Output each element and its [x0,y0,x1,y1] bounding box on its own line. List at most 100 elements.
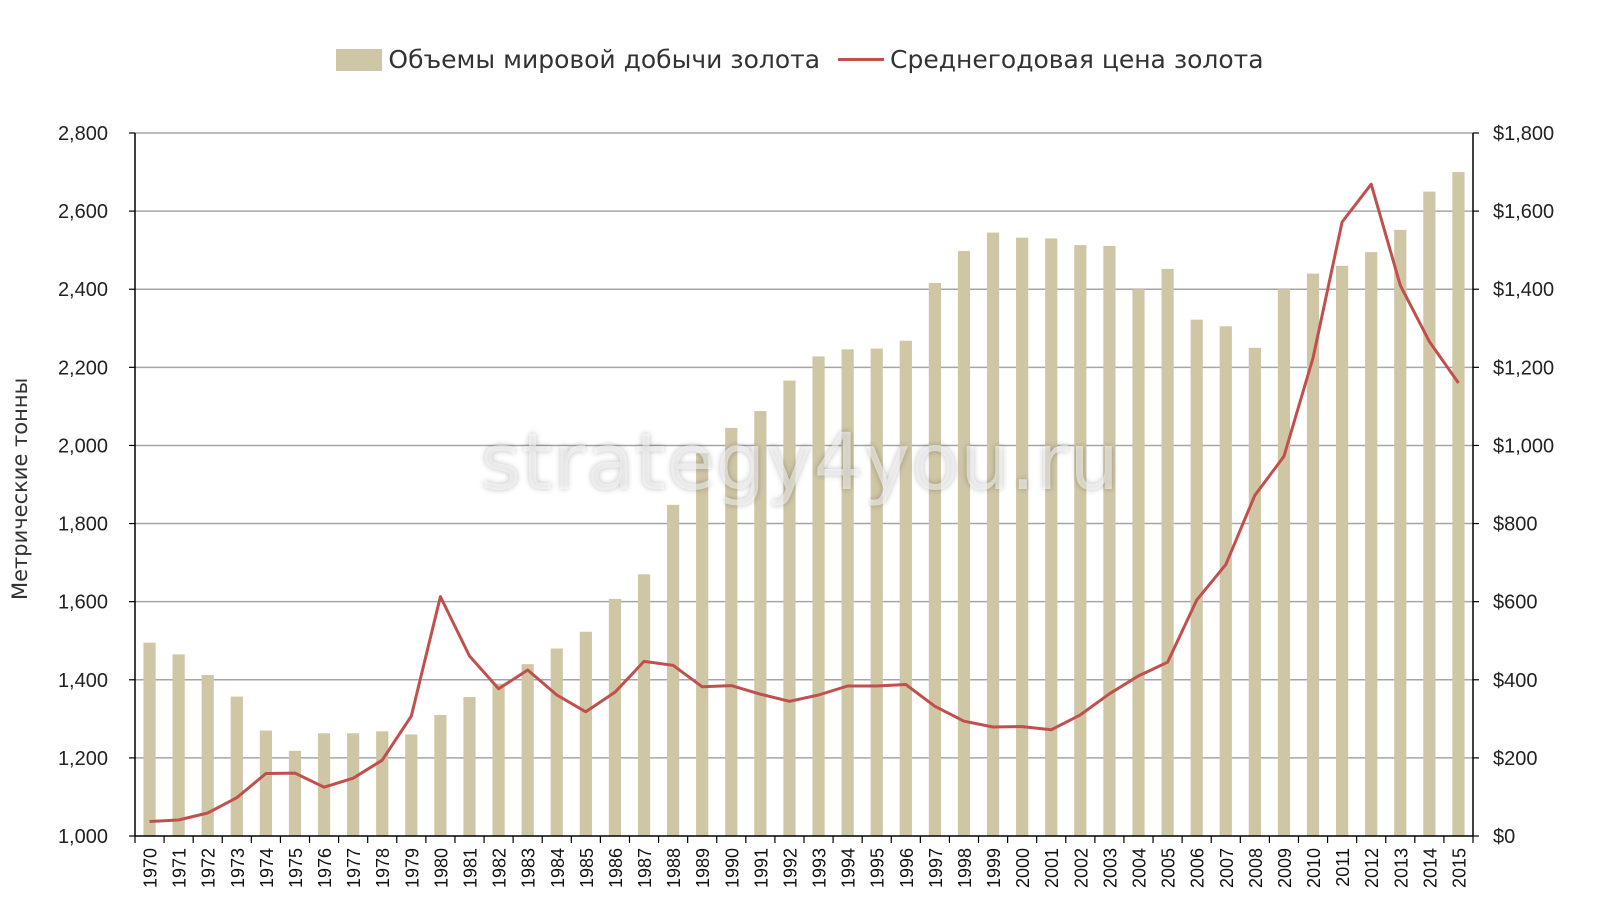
x-tick-label: 2014 [1420,848,1440,888]
x-tick-label: 1987 [635,848,655,888]
x-tick-label: 1974 [257,848,277,888]
x-tick-label: 2009 [1275,848,1295,888]
y-tick-label: 2,600 [58,201,108,223]
x-tick-label: 2002 [1071,848,1091,888]
bar [1074,245,1087,836]
y2-tick-label: $1,800 [1493,123,1554,145]
x-tick-label: 1976 [315,848,335,888]
watermark: strategy4you.ru [480,418,1120,508]
y-tick-label: 2,800 [58,123,108,145]
y-tick-label: 1,000 [58,826,108,848]
legend-line-swatch [838,58,885,61]
bar [783,380,796,836]
x-tick-label: 1986 [606,848,626,888]
x-tick-label: 1992 [780,848,800,888]
x-tick-label: 1975 [286,848,306,888]
x-tick-label: 1983 [519,848,539,888]
bar [667,504,680,836]
y-tick-label: 1,600 [58,592,108,614]
x-tick-label: 1994 [839,848,859,888]
bar [288,750,302,836]
y2-tick-label: $1,600 [1493,201,1554,223]
x-tick-label: 1971 [170,848,190,888]
bar [812,356,825,836]
bar [1452,172,1465,837]
bar [434,714,447,836]
bar [986,232,1000,836]
legend-item-price: Среднегодовая цена золота [838,45,1264,74]
y2-tick-label: $400 [1493,670,1538,692]
bar [1306,273,1320,837]
x-tick-label: 1972 [199,848,219,888]
y-tick-label: 1,200 [58,748,108,770]
bar [899,340,912,836]
bar [579,631,592,836]
y2-tick-label: $1,200 [1493,357,1554,379]
x-tick-label: 1970 [141,848,161,888]
bar [143,642,156,836]
bar [317,733,331,836]
bar [201,675,214,836]
x-tick-label: 2008 [1246,848,1266,888]
x-tick-label: 2003 [1100,848,1120,888]
x-tick-label: 1980 [431,848,451,888]
x-tick-label: 1984 [548,848,568,888]
x-tick-label: 1973 [228,848,248,888]
bar [463,696,476,836]
x-tick-label: 1998 [955,848,975,888]
bar [259,730,272,836]
bar [696,453,709,836]
bar [841,349,854,836]
bar [347,733,360,836]
bar [1190,319,1203,836]
bar [521,664,534,836]
x-tick-label: 2013 [1391,848,1411,888]
x-tick-label: 1993 [810,848,830,888]
y-tick-label: 2,200 [58,357,108,379]
bar [172,654,185,836]
bar [928,282,941,836]
x-tick-label: 1982 [490,848,510,888]
price-line [149,182,1460,823]
bar [405,734,418,836]
x-tick-label: 1990 [722,848,742,888]
bar [230,696,243,836]
bar [376,731,389,836]
x-tick-label: 1996 [897,848,917,888]
bar [870,348,883,836]
bar [1045,238,1058,836]
bar [1219,326,1232,836]
x-tick-label: 2004 [1130,848,1150,888]
x-tick-label: 1981 [461,848,481,888]
y2-tick-label: $0 [1493,826,1515,848]
y-tick-label: 1,400 [58,670,108,692]
chart-legend: Объемы мировой добычи золота Среднегодов… [0,45,1600,74]
x-tick-label: 2000 [1013,848,1033,888]
y2-tick-label: $800 [1493,514,1538,536]
bar [608,598,622,836]
y2-tick-label: $200 [1493,748,1538,770]
x-tick-label: 2015 [1449,848,1469,888]
legend-label-price: Среднегодовая цена золота [890,45,1264,74]
x-tick-label: 2010 [1304,848,1324,888]
x-tick-label: 2005 [1159,848,1179,888]
y-tick-label: 2,000 [58,435,108,457]
bar [1394,229,1407,836]
x-tick-label: 2006 [1188,848,1208,888]
y2-tick-label: $1,000 [1493,435,1554,457]
bar [1103,245,1116,837]
bar [492,683,505,836]
legend-label-production: Объемы мировой добычи золота [388,45,821,74]
legend-bar-swatch [336,48,383,71]
bar [754,411,767,836]
y-tick-label: 1,800 [58,514,108,536]
y2-tick-label: $1,400 [1493,279,1554,301]
y-tick-label: 2,400 [58,279,108,301]
legend-item-production: Объемы мировой добычи золота [336,45,820,74]
x-tick-label: 1999 [984,848,1004,888]
x-tick-label: 1979 [402,848,422,888]
x-tick-label: 2011 [1333,848,1353,887]
bar [1336,265,1349,836]
x-tick-label: 2001 [1042,848,1062,888]
